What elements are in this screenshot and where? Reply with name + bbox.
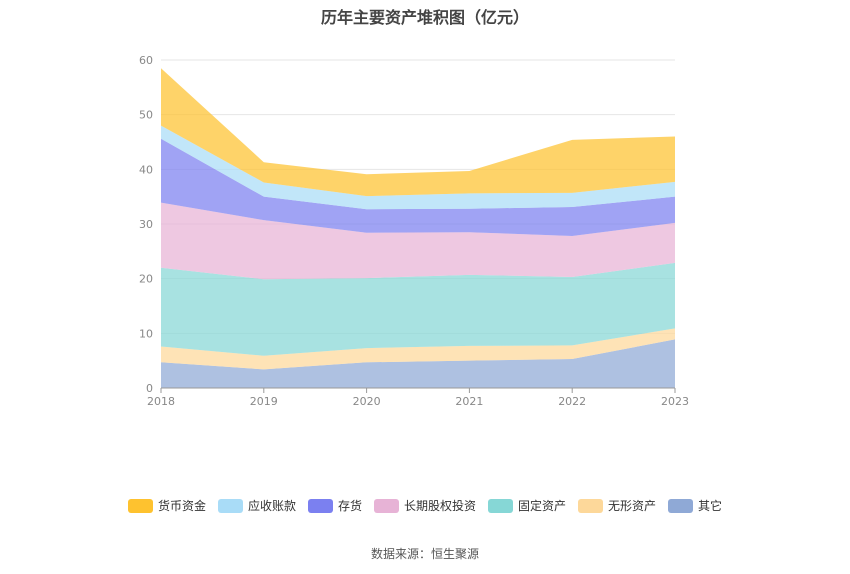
legend-label: 无形资产 bbox=[608, 499, 657, 513]
y-tick-label: 30 bbox=[139, 218, 153, 231]
legend-swatch bbox=[488, 498, 513, 513]
x-tick-label: 2019 bbox=[250, 395, 278, 408]
area-series-3[interactable] bbox=[161, 202, 675, 280]
legend-item[interactable]: 应收账款 bbox=[217, 497, 296, 514]
area-series-1[interactable] bbox=[161, 328, 675, 370]
chart-title: 历年主要资产堆积图（亿元） bbox=[320, 8, 529, 27]
legend-label: 货币资金 bbox=[157, 499, 206, 513]
legend-item[interactable]: 长期股权投资 bbox=[373, 497, 476, 514]
legend-label: 其它 bbox=[698, 499, 723, 513]
data-source-note: 数据来源：恒生聚源 bbox=[370, 547, 479, 561]
legend-item[interactable]: 固定资产 bbox=[488, 497, 566, 514]
stacked-areas bbox=[161, 68, 675, 388]
y-tick-label: 0 bbox=[146, 382, 153, 395]
x-tick-label: 2021 bbox=[455, 395, 483, 408]
y-tick-label: 10 bbox=[139, 327, 153, 340]
legend-swatch bbox=[578, 498, 604, 513]
area-series-6[interactable] bbox=[161, 68, 675, 197]
legend-item[interactable]: 货币资金 bbox=[127, 497, 206, 514]
y-tick-label: 60 bbox=[139, 54, 153, 67]
x-tick-label: 2022 bbox=[558, 395, 586, 408]
area-series-2[interactable] bbox=[161, 262, 675, 356]
x-tick-label: 2023 bbox=[661, 395, 689, 408]
area-series-5[interactable] bbox=[161, 125, 675, 210]
legend-label: 存货 bbox=[337, 499, 362, 513]
axes: 0 10 20 30 40 50 60 2018 2019 2020 2021 2022 2023 bbox=[139, 54, 689, 408]
legend-swatch bbox=[668, 498, 694, 513]
legend-swatch bbox=[217, 498, 243, 513]
x-tick-label: 2020 bbox=[353, 395, 381, 408]
area-series-0[interactable] bbox=[161, 339, 675, 388]
y-tick-label: 20 bbox=[139, 273, 153, 286]
legend-item[interactable]: 无形资产 bbox=[578, 497, 656, 514]
y-tick-label: 50 bbox=[139, 109, 153, 122]
legend-swatch bbox=[307, 498, 333, 513]
legend-item[interactable]: 其它 bbox=[668, 497, 722, 514]
legend-label: 长期股权投资 bbox=[403, 499, 476, 513]
x-tick-label: 2018 bbox=[147, 395, 175, 408]
legend-label: 固定资产 bbox=[518, 499, 567, 513]
legend-swatch bbox=[127, 498, 153, 513]
legend-item[interactable]: 存货 bbox=[307, 497, 362, 514]
area-series-4[interactable] bbox=[161, 138, 675, 237]
legend: 货币资金 应收账款 存货 长期股权投资 固定资产 无形资产 其它 bbox=[0, 497, 850, 514]
y-tick-label: 40 bbox=[139, 163, 153, 176]
legend-swatch bbox=[373, 498, 399, 513]
legend-label: 应收账款 bbox=[247, 499, 296, 513]
